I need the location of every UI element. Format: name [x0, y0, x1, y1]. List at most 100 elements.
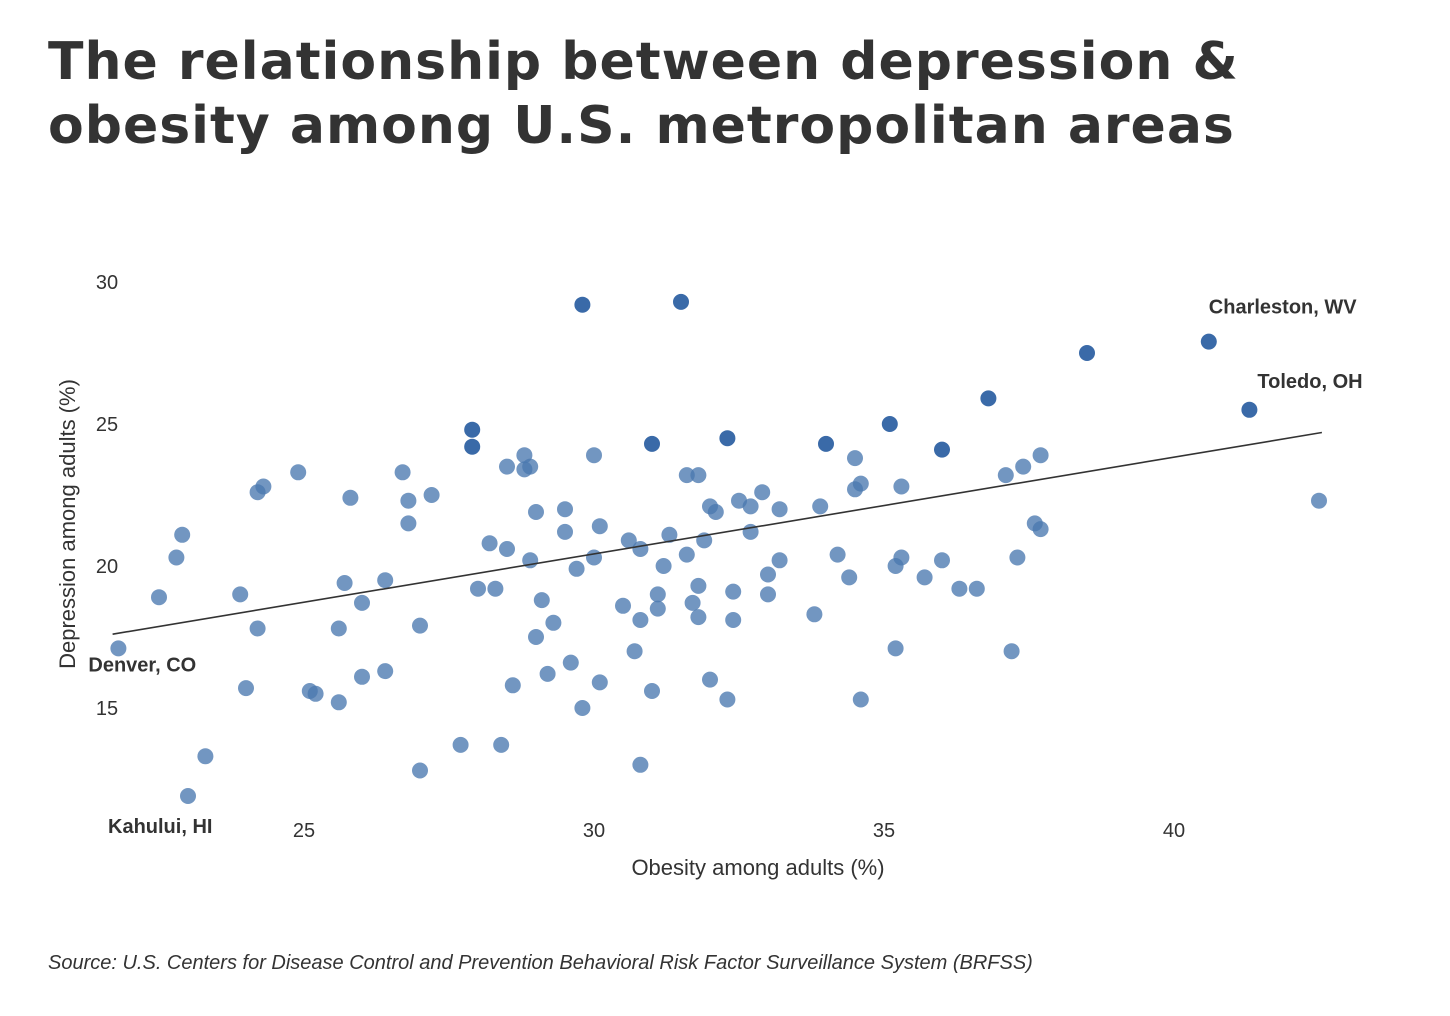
data-point [719, 691, 736, 708]
data-point [307, 685, 324, 702]
point-labels-layer: Charleston, WV Toledo, OH Denver, CO Kahulu… [88, 297, 1362, 838]
data-point [1015, 458, 1032, 475]
scatter-chart: Charleston, WV Toledo, OH Denver, CO Kahulu… [55, 272, 1363, 880]
data-point [760, 586, 776, 603]
data-point [586, 549, 602, 566]
y-tick-label: 15 [96, 698, 118, 720]
source-note: Source: U.S. Centers for Disease Control… [48, 952, 1033, 974]
data-point [528, 504, 544, 520]
data-point [574, 296, 591, 313]
data-point [887, 640, 904, 657]
data-point [771, 552, 788, 569]
data-point [504, 677, 521, 694]
data-points-layer [110, 293, 1327, 804]
data-point [110, 640, 127, 657]
data-point [951, 580, 968, 597]
data-point [470, 580, 486, 597]
chart-title: The relationship between depression & ob… [48, 32, 1239, 156]
data-point [893, 478, 910, 495]
data-point [377, 663, 394, 680]
data-point [412, 617, 428, 634]
data-point [557, 523, 573, 540]
point-label: Denver, CO [88, 654, 196, 676]
data-point [151, 589, 167, 606]
data-point [997, 467, 1014, 484]
data-point [1200, 333, 1217, 350]
data-point [499, 541, 515, 557]
data-point [754, 484, 771, 501]
data-point [812, 498, 829, 515]
data-point [342, 489, 359, 506]
x-tick-label: 35 [873, 820, 895, 842]
data-point [412, 762, 428, 779]
data-point [968, 580, 985, 597]
data-point [557, 501, 573, 518]
data-point [934, 552, 950, 569]
data-point [626, 643, 643, 660]
x-tick-label: 25 [293, 820, 315, 842]
data-point [620, 532, 637, 549]
x-tick-label: 30 [583, 820, 605, 842]
data-point [452, 736, 469, 753]
data-point [330, 694, 347, 711]
data-point [655, 558, 672, 574]
data-point [673, 293, 689, 310]
data-point [644, 435, 660, 452]
data-point [980, 390, 997, 407]
data-point [539, 665, 556, 682]
data-point [806, 606, 823, 623]
data-point [330, 620, 347, 637]
data-point [423, 487, 440, 503]
data-point [719, 430, 736, 447]
data-point [528, 629, 544, 645]
data-point [632, 756, 649, 773]
data-point [354, 594, 370, 611]
data-point [632, 541, 649, 557]
data-point [725, 583, 742, 600]
data-point [702, 671, 718, 688]
data-point [336, 575, 353, 591]
data-point [852, 475, 869, 492]
data-point [841, 569, 858, 586]
data-point [847, 450, 863, 467]
data-point [232, 586, 249, 603]
data-point [481, 535, 498, 552]
data-point [464, 438, 481, 455]
data-point [916, 569, 933, 586]
x-axis-title: Obesity among adults (%) [631, 855, 884, 880]
data-point [574, 700, 591, 716]
data-point [829, 546, 846, 563]
data-point [852, 691, 869, 708]
data-point [568, 560, 585, 577]
data-point [1032, 521, 1049, 538]
data-point [197, 748, 214, 765]
data-point [678, 467, 695, 484]
data-point [400, 492, 417, 509]
data-point [649, 600, 666, 617]
data-point [377, 572, 394, 589]
data-point [707, 504, 724, 520]
data-point [493, 736, 510, 753]
data-point [644, 683, 660, 699]
data-point [533, 592, 550, 609]
data-point [690, 609, 707, 626]
data-point [771, 501, 788, 518]
point-label: Kahului, HI [108, 816, 212, 838]
data-point [684, 594, 701, 611]
data-point [522, 458, 539, 475]
data-point [881, 416, 898, 432]
data-point [934, 441, 950, 458]
data-point [499, 458, 515, 475]
data-point [562, 654, 579, 671]
y-tick-label: 20 [96, 556, 118, 578]
data-point [760, 566, 776, 583]
data-point [487, 580, 504, 597]
data-point [615, 597, 631, 614]
data-point [818, 435, 834, 452]
data-point [545, 614, 562, 631]
data-point [394, 464, 411, 481]
point-label: Toledo, OH [1257, 371, 1362, 393]
data-point [238, 680, 254, 697]
data-point [249, 620, 266, 637]
y-axis-title: Depression among adults (%) [55, 379, 80, 669]
